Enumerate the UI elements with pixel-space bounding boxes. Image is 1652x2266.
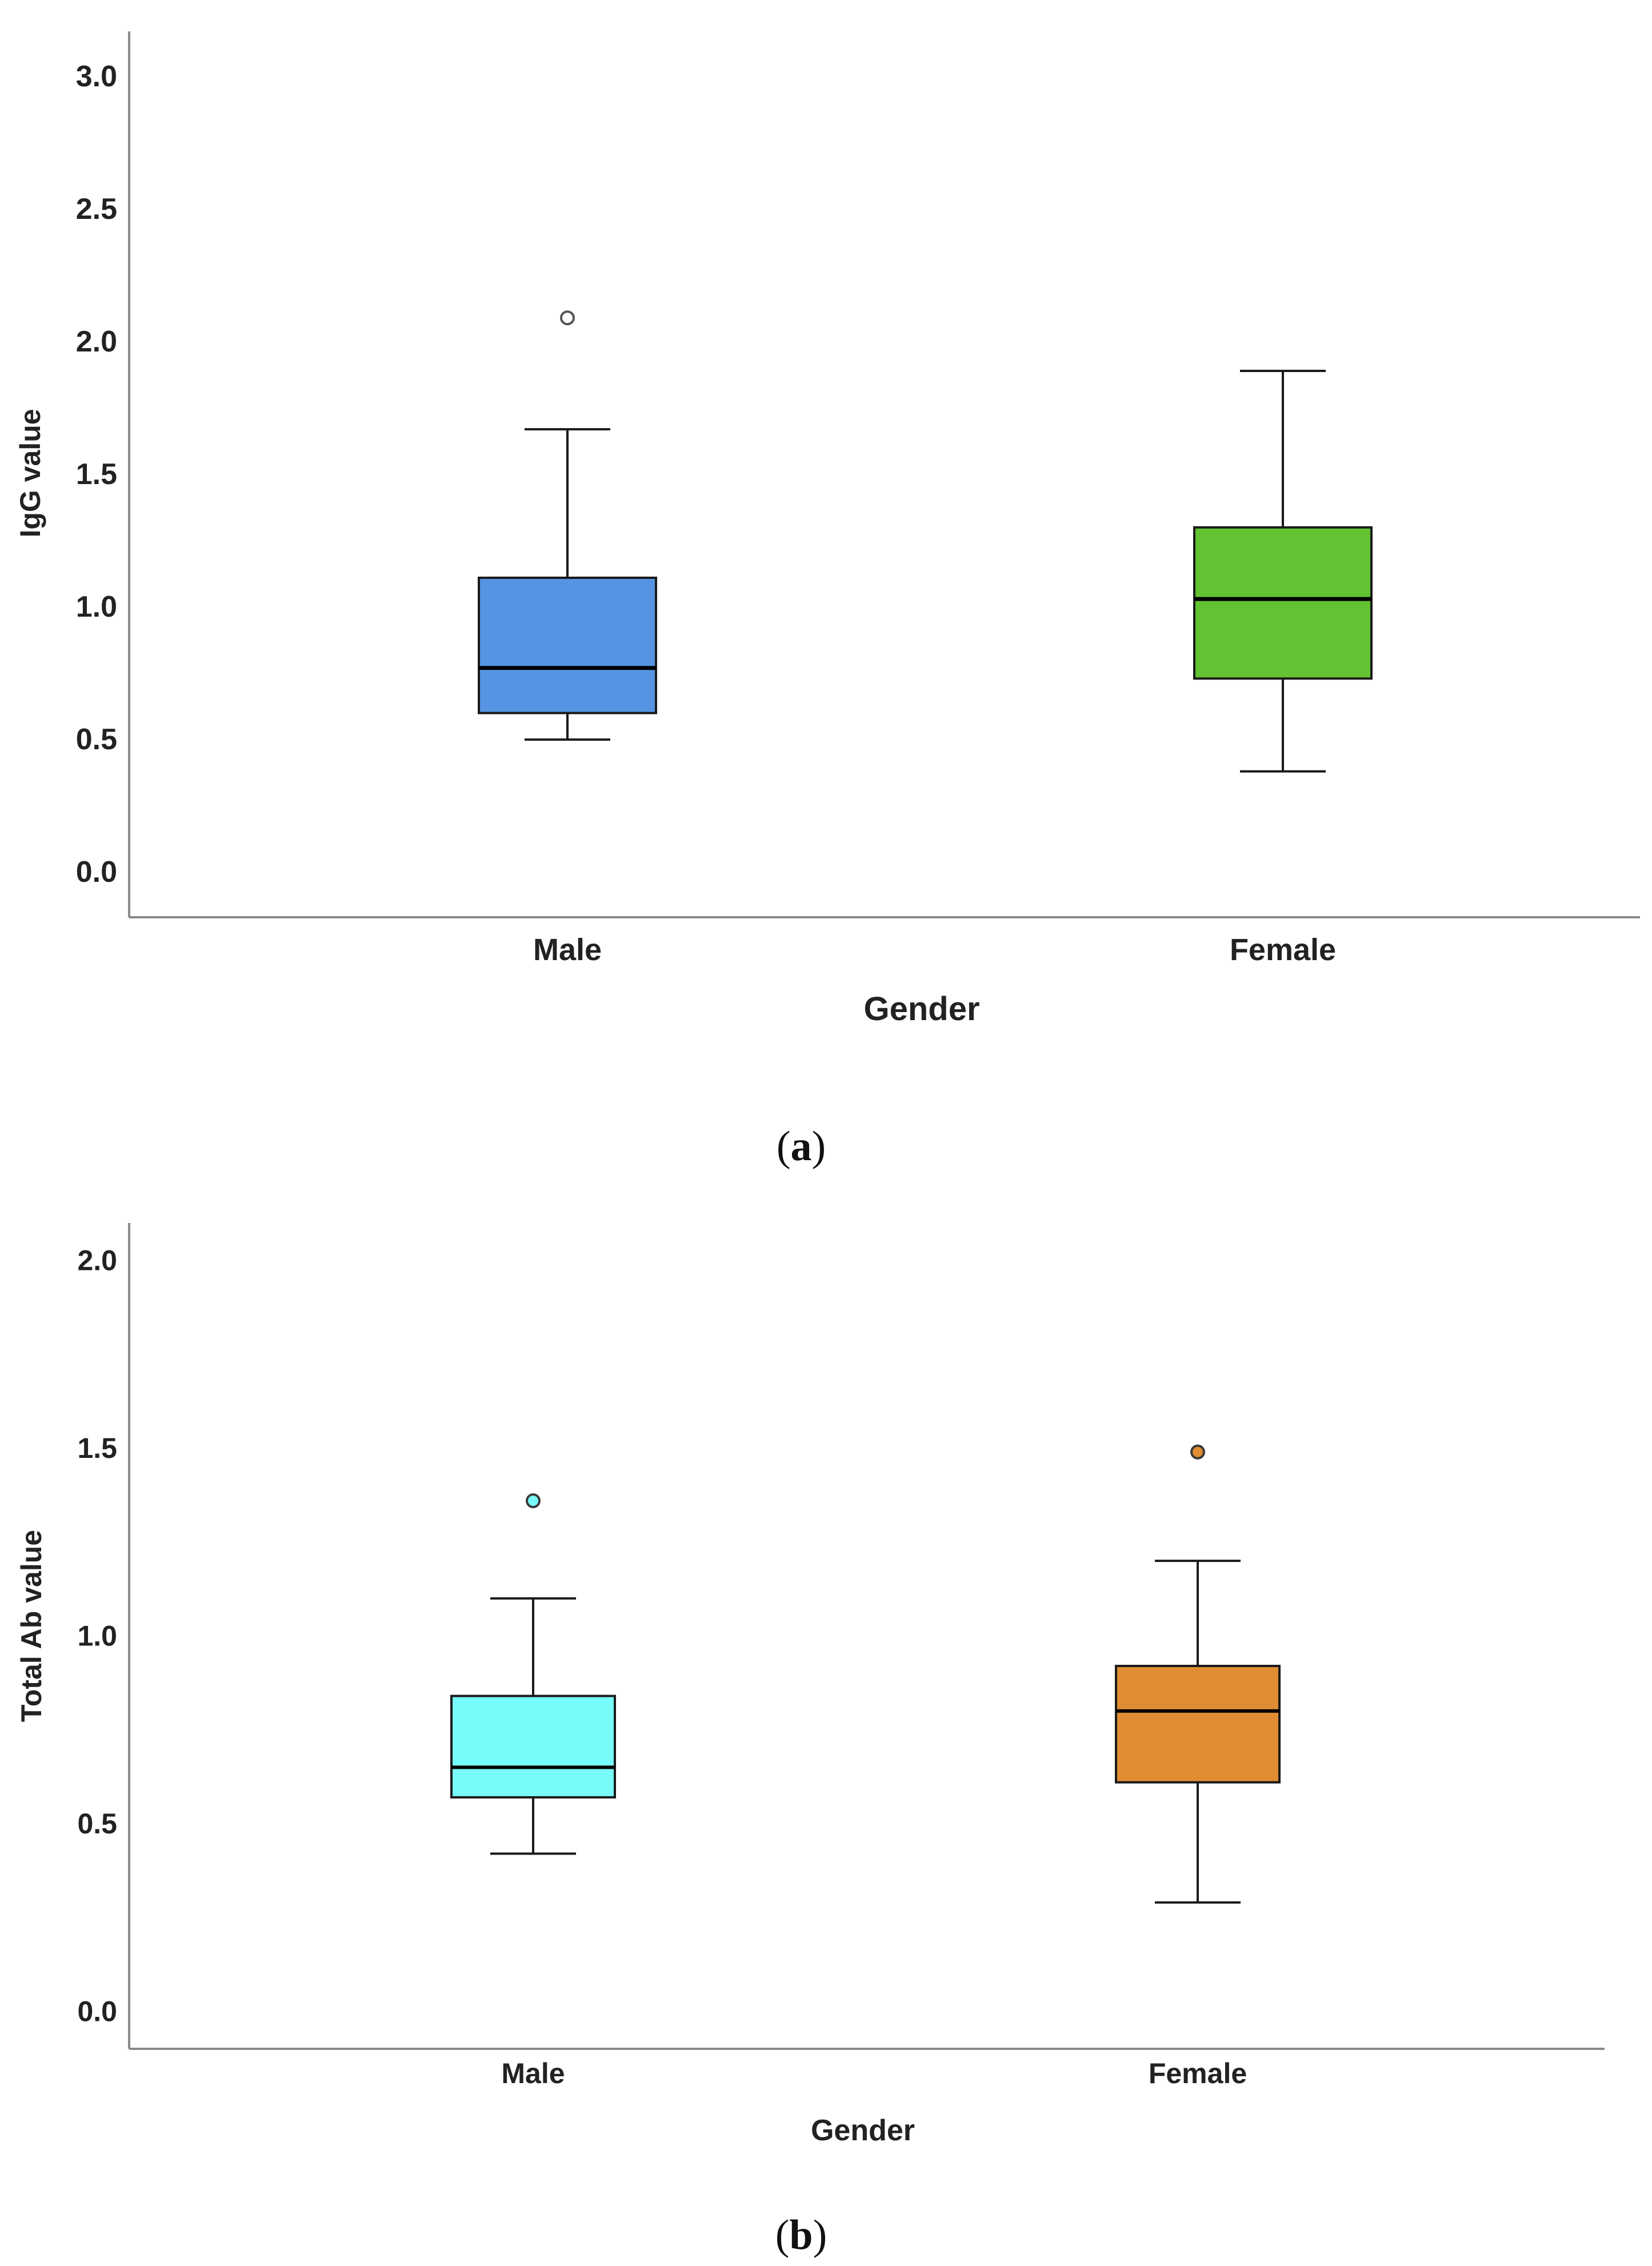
y-tick-label: 0.5 xyxy=(77,1808,117,1840)
outlier-point xyxy=(560,310,575,326)
x-tick-label: Male xyxy=(501,2057,565,2089)
box-female xyxy=(1193,370,1373,773)
x-axis-title-b: Gender xyxy=(811,2114,915,2147)
iqr-box xyxy=(1193,526,1373,680)
axes-a xyxy=(128,31,1640,918)
outlier-point xyxy=(526,1493,541,1509)
boxplot-panel-b: 0.0 0.5 1.0 1.5 2.0 Male Female Gender Total … xyxy=(15,1223,1605,2259)
panel-letter-a: a xyxy=(791,1123,812,1170)
axes-b xyxy=(128,1223,1605,2050)
boxes-a xyxy=(478,310,1373,773)
panel-letter-b: b xyxy=(789,2212,813,2259)
iqr-box xyxy=(450,1694,616,1799)
boxes-b xyxy=(450,1444,1281,1904)
x-tick-label: Male xyxy=(533,933,602,967)
box-male xyxy=(478,310,657,741)
panel-label-a: (a) xyxy=(777,1123,826,1170)
boxplot-panel-a: 0.00.51.01.52.02.53.0 Male Female Gender … xyxy=(14,31,1640,1170)
y-tick-label: 2.5 xyxy=(76,193,117,226)
box-female xyxy=(1115,1444,1281,1904)
x-axis-title-a: Gender xyxy=(863,990,979,1028)
y-tick-label: 1.5 xyxy=(76,458,117,491)
y-tick-label: 3.0 xyxy=(76,60,117,93)
y-axis-title-b: Total Ab value xyxy=(15,1530,47,1722)
x-ticks-b: Male Female xyxy=(501,2057,1247,2089)
x-tick-label: Female xyxy=(1149,2057,1247,2089)
y-tick-label: 2.0 xyxy=(77,1245,117,1277)
iqr-box xyxy=(478,576,657,714)
panel-label-b: (b) xyxy=(775,2212,827,2259)
y-tick-label: 1.0 xyxy=(77,1620,117,1652)
x-ticks-a: Male Female xyxy=(533,933,1336,967)
y-tick-label: 0.0 xyxy=(76,856,117,889)
y-ticks-b: 0.0 0.5 1.0 1.5 2.0 xyxy=(77,1245,117,2028)
x-tick-label: Female xyxy=(1230,933,1336,967)
y-tick-label: 0.0 xyxy=(77,1995,117,2027)
iqr-box xyxy=(1115,1665,1281,1784)
y-tick-label: 1.0 xyxy=(76,590,117,624)
y-tick-label: 1.5 xyxy=(77,1432,117,1464)
y-ticks-a: 0.0 0.5 1.0 1.5 2.0 2.5 3.0 xyxy=(76,60,117,889)
y-tick-label: 2.0 xyxy=(76,325,117,358)
y-tick-label: 0.5 xyxy=(76,723,117,756)
box-male xyxy=(450,1493,616,1855)
y-axis-title-a: IgG value xyxy=(14,409,46,537)
outlier-point xyxy=(1190,1444,1205,1460)
